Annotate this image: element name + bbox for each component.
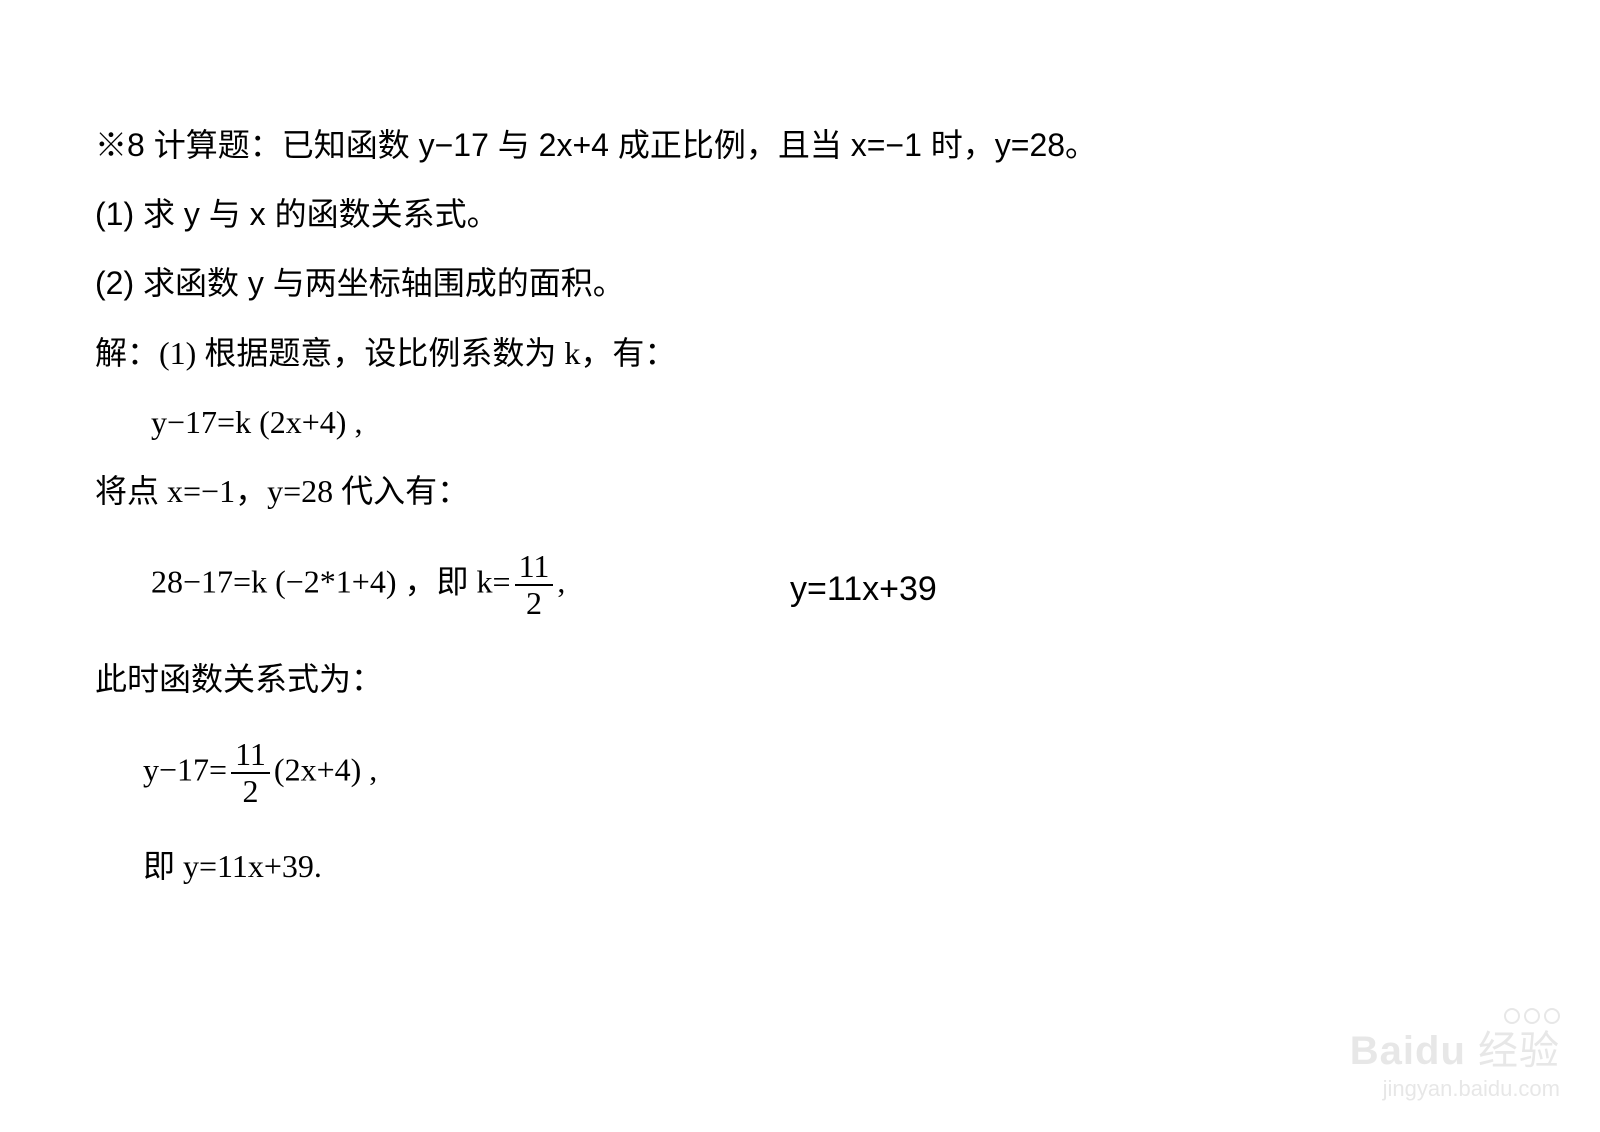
- problem-line-3: (2) 求函数 y 与两坐标轴围成的面积。: [95, 258, 1495, 309]
- s4-text-b: ,: [557, 564, 565, 600]
- problem-line-2: (1) 求 y 与 x 的函数关系式。: [95, 189, 1495, 240]
- line-graph-svg: [760, 320, 1510, 1040]
- s4-text-a: 28−17=k (−2*1+4) ，即 k=: [151, 564, 511, 600]
- s6-text-b: (2x+4) ,: [274, 751, 377, 787]
- graph-equation-label: y=11x+39: [790, 570, 937, 609]
- frac-num-2: 11: [231, 737, 270, 774]
- fraction-eq: 112: [231, 737, 270, 809]
- s6-text-a: y−17=: [143, 751, 227, 787]
- frac-den: 2: [515, 586, 554, 621]
- watermark-url: jingyan.baidu.com: [1350, 1076, 1560, 1102]
- frac-den-2: 2: [231, 774, 270, 809]
- frac-num: 11: [515, 549, 554, 586]
- problem-line-1: ※8 计算题：已知函数 y−17 与 2x+4 成正比例，且当 x=−1 时，y…: [95, 120, 1495, 171]
- fraction-k: 112: [515, 549, 554, 621]
- graph-panel: y=11x+39: [760, 320, 1510, 1040]
